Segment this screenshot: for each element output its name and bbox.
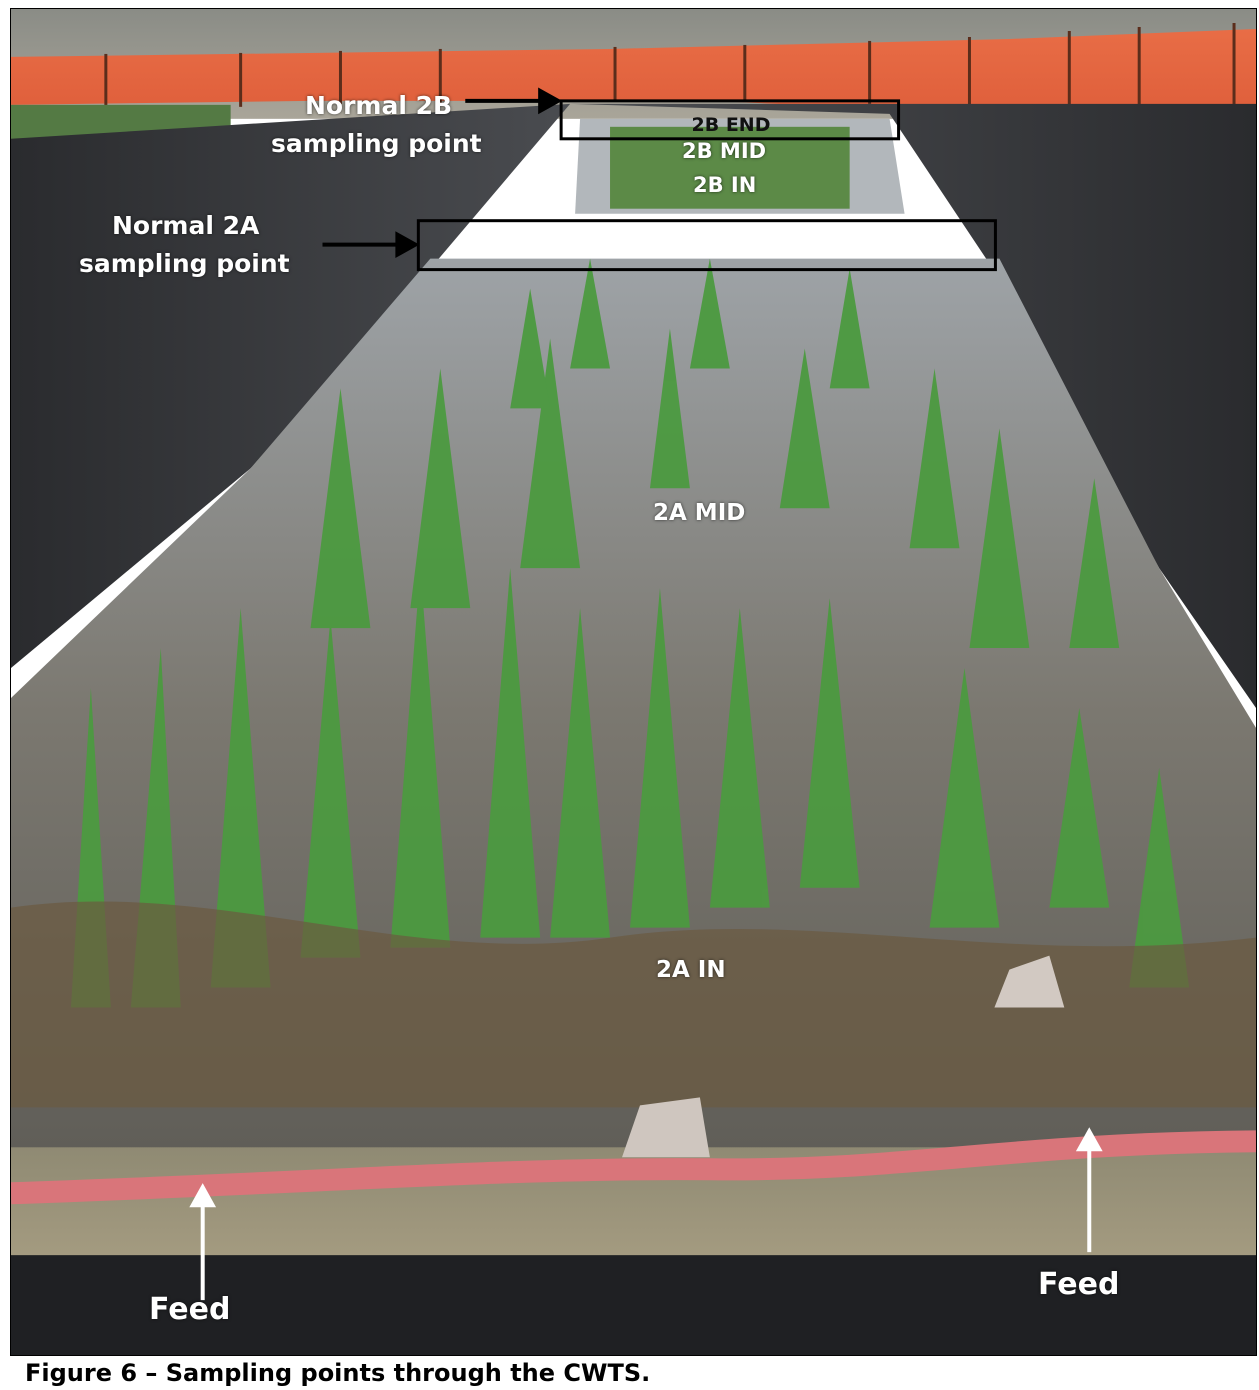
feed-arrow-right — [1075, 1127, 1103, 1253]
label-normal-2b: Normal 2B — [305, 91, 453, 120]
wetland-photo — [11, 9, 1256, 1355]
rock — [622, 1097, 710, 1158]
feed-hose — [11, 1130, 1256, 1205]
safety-fence — [11, 28, 1256, 184]
liner-foreground — [11, 1255, 1256, 1355]
label-2b-in: 2B IN — [693, 173, 757, 197]
liner-right — [570, 103, 1256, 708]
rock — [994, 955, 1065, 1008]
label-normal-2a: Normal 2A — [112, 211, 260, 240]
arrow-2b — [465, 87, 563, 115]
label-2a-in: 2A IN — [656, 957, 726, 983]
feed-arrow-left — [189, 1183, 217, 1301]
plant-mats — [11, 901, 1256, 1108]
label-feed-left: Feed — [149, 1292, 231, 1327]
label-2b-end: 2B END — [691, 114, 771, 136]
box-2b — [559, 99, 901, 141]
figure-frame: Normal 2B sampling point Normal 2A sampl… — [10, 8, 1257, 1356]
arrow-2a — [322, 231, 420, 259]
label-normal-2a-sub: sampling point — [79, 249, 290, 278]
figure-caption: Figure 6 – Sampling points through the C… — [25, 1359, 651, 1387]
label-feed-right: Feed — [1038, 1267, 1120, 1302]
label-normal-2b-sub: sampling point — [271, 129, 482, 158]
label-2a-mid: 2A MID — [653, 500, 746, 526]
liner-left — [11, 103, 571, 669]
label-2b-mid: 2B MID — [682, 139, 767, 163]
